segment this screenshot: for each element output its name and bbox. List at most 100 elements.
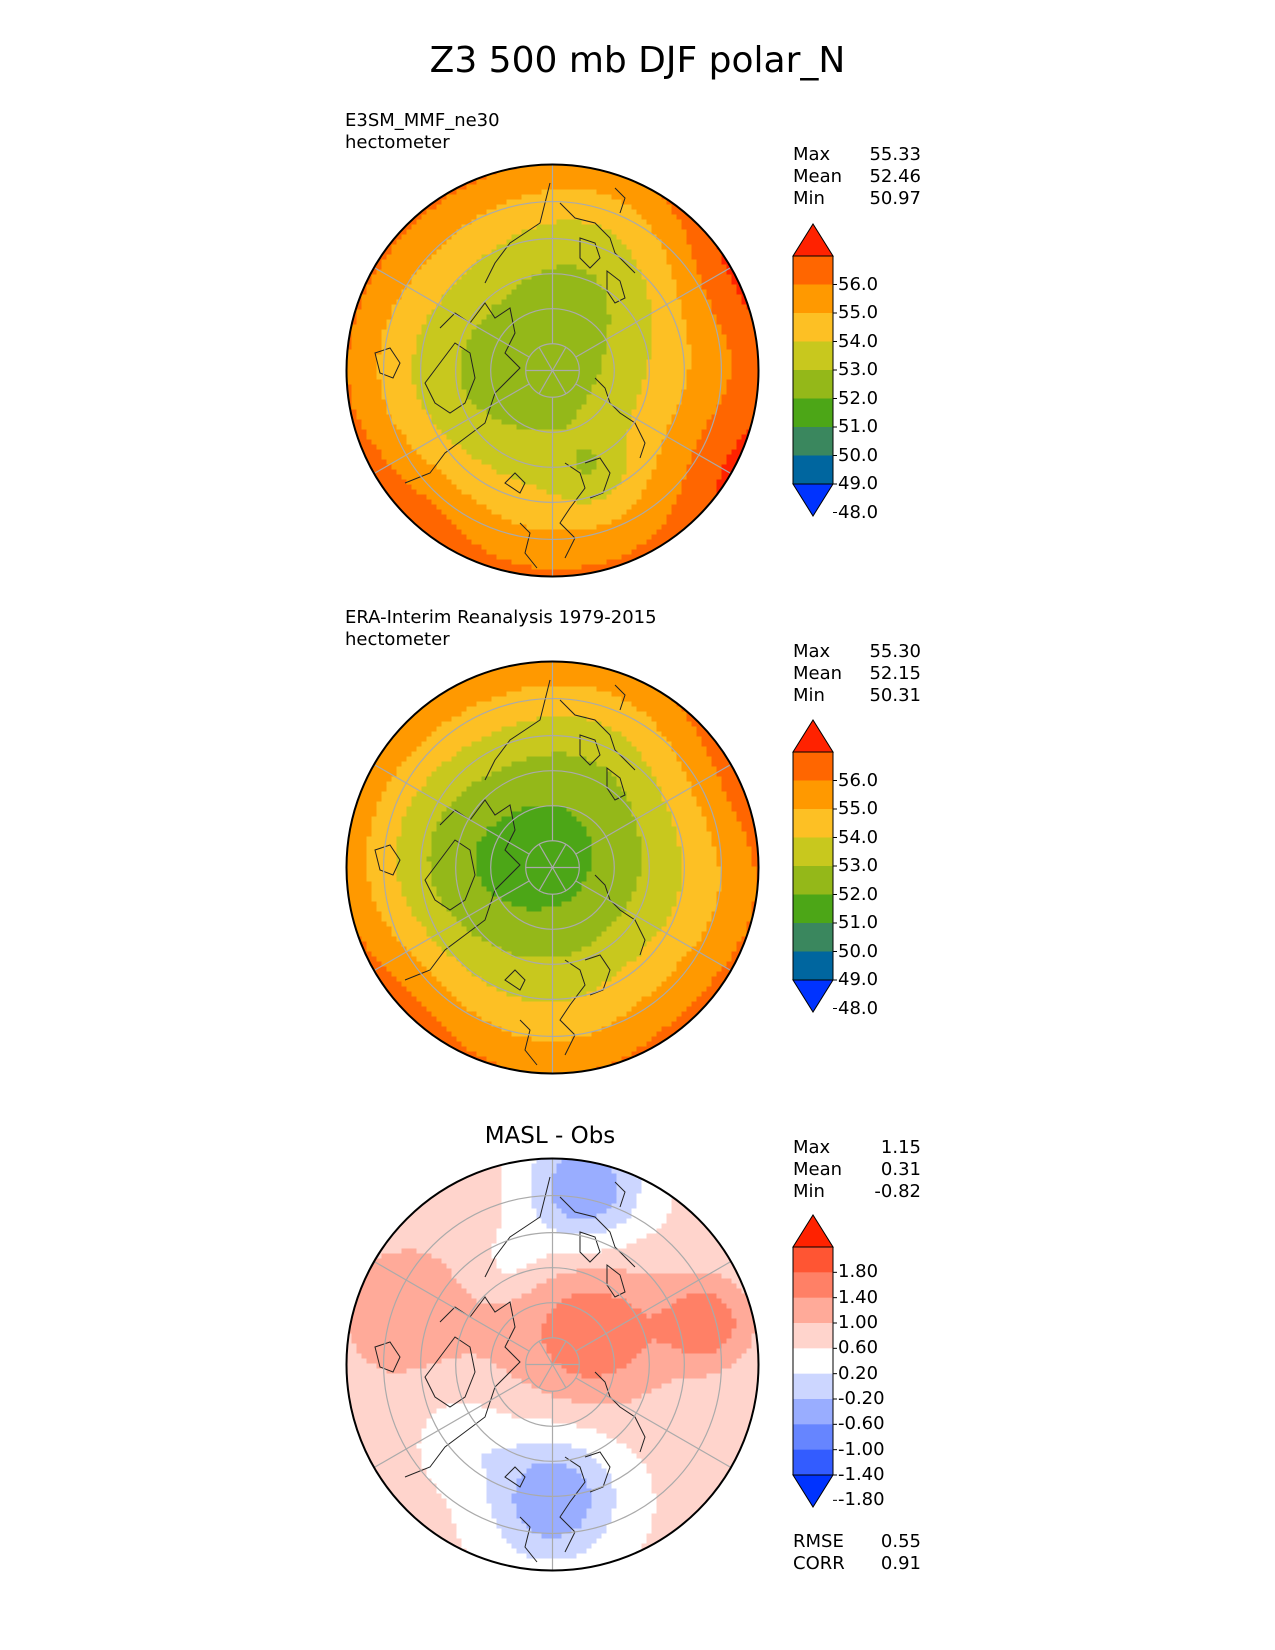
field-cell — [631, 299, 638, 306]
field-cell — [521, 439, 528, 446]
field-cell — [461, 289, 468, 296]
field-cell — [696, 484, 703, 491]
field-cell — [636, 359, 643, 366]
field-cell — [631, 199, 638, 206]
field-cell — [456, 374, 463, 381]
field-cell — [696, 434, 703, 441]
field-cell — [416, 284, 423, 291]
field-cell — [736, 464, 743, 471]
field-cell — [361, 434, 368, 441]
field-cell — [621, 494, 628, 501]
field-cell — [566, 254, 573, 261]
field-cell — [556, 284, 563, 291]
field-cell — [721, 349, 728, 356]
field-cell — [476, 364, 483, 371]
field-cell — [466, 424, 473, 431]
field-cell — [546, 444, 553, 451]
field-cell — [496, 324, 503, 331]
field-cell — [621, 239, 628, 246]
field-cell — [376, 419, 383, 426]
field-cell — [481, 199, 488, 206]
field-cell — [726, 459, 733, 466]
field-cell — [716, 314, 723, 321]
field-cell — [651, 394, 658, 401]
field-cell — [621, 449, 628, 456]
field-cell — [736, 369, 743, 376]
field-cell — [491, 359, 498, 366]
field-cell — [586, 209, 593, 216]
field-cell — [441, 224, 448, 231]
field-cell — [656, 214, 663, 221]
field-cell — [501, 399, 508, 406]
field-cell — [756, 319, 759, 326]
field-cell — [566, 474, 573, 481]
field-cell — [371, 274, 378, 281]
field-cell — [501, 179, 508, 186]
field-cell — [651, 219, 658, 226]
field-cell — [541, 249, 548, 256]
field-cell — [651, 424, 658, 431]
field-cell — [411, 479, 418, 486]
field-cell — [511, 489, 518, 496]
field-cell — [551, 289, 558, 296]
field-cell — [541, 469, 548, 476]
field-cell — [591, 404, 598, 411]
field-cell — [416, 429, 423, 436]
field-cell — [716, 379, 723, 386]
field-cell — [416, 359, 423, 366]
field-cell — [726, 299, 733, 306]
field-cell — [736, 399, 743, 406]
field-cell — [401, 384, 408, 391]
field-cell — [601, 389, 608, 396]
field-cell — [606, 264, 613, 271]
field-cell — [401, 249, 408, 256]
field-cell — [571, 489, 578, 496]
field-cell — [481, 404, 488, 411]
field-cell — [501, 374, 508, 381]
field-cell — [711, 259, 718, 266]
field-cell — [476, 194, 483, 201]
field-cell — [596, 479, 603, 486]
field-cell — [666, 304, 673, 311]
field-cell — [731, 254, 738, 261]
field-cell — [386, 254, 393, 261]
field-cell — [621, 279, 628, 286]
field-cell — [436, 394, 443, 401]
field-cell — [611, 209, 618, 216]
field-cell — [651, 439, 658, 446]
field-cell — [396, 259, 403, 266]
field-cell — [536, 239, 543, 246]
field-cell — [461, 234, 468, 241]
field-cell — [511, 484, 518, 491]
field-cell — [731, 429, 738, 436]
field-cell — [446, 304, 453, 311]
field-cell — [456, 334, 463, 341]
field-cell — [541, 224, 548, 231]
field-cell — [711, 474, 718, 481]
field-cell — [711, 339, 718, 346]
field-cell — [451, 289, 458, 296]
field-cell — [476, 309, 483, 316]
field-cell — [391, 359, 398, 366]
field-cell — [656, 299, 663, 306]
field-cell — [446, 249, 453, 256]
field-cell — [601, 474, 608, 481]
field-cell — [721, 369, 728, 376]
field-cell — [651, 239, 658, 246]
field-cell — [666, 204, 673, 211]
field-cell — [496, 224, 503, 231]
field-cell — [346, 364, 353, 371]
field-cell — [601, 339, 608, 346]
field-cell — [636, 259, 643, 266]
field-cell — [436, 469, 443, 476]
field-cell — [676, 449, 683, 456]
field-cell — [441, 384, 448, 391]
field-cell — [681, 254, 688, 261]
field-cell — [426, 304, 433, 311]
field-cell — [671, 289, 678, 296]
field-cell — [421, 494, 428, 501]
field-cell — [586, 489, 593, 496]
field-cell — [701, 264, 708, 271]
field-cell — [391, 409, 398, 416]
field-cell — [571, 184, 578, 191]
